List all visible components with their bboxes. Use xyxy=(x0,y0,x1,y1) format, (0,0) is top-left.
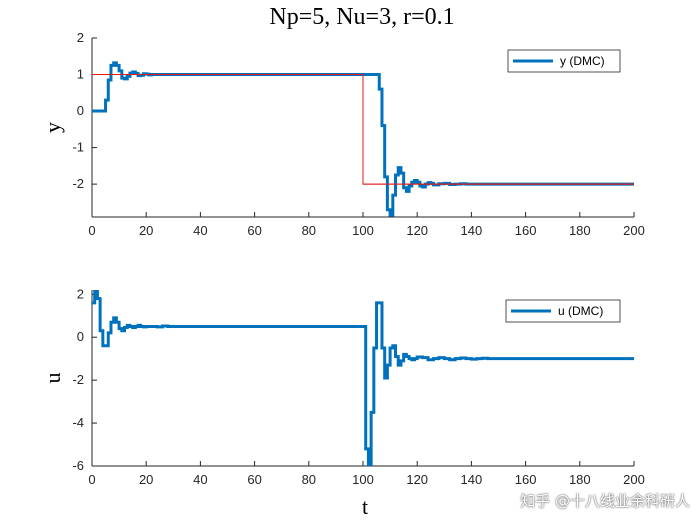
y-axis-label: u xyxy=(40,373,65,384)
series-line xyxy=(92,61,634,217)
x-tick-label: 20 xyxy=(139,223,153,238)
x-tick-label: 100 xyxy=(352,472,374,487)
legend-box xyxy=(507,49,621,73)
x-tick-label: 160 xyxy=(515,223,537,238)
x-tick-label: 180 xyxy=(569,472,591,487)
x-tick-label: 80 xyxy=(302,472,316,487)
x-tick-label: 40 xyxy=(193,223,207,238)
legend-box xyxy=(505,299,621,323)
x-tick-label: 80 xyxy=(302,223,316,238)
x-tick-label: 200 xyxy=(623,223,645,238)
legend: y (DMC) xyxy=(507,49,621,73)
y-tick-label: 2 xyxy=(77,30,84,45)
x-tick-label: 60 xyxy=(247,472,261,487)
reference-line-overlay xyxy=(92,74,634,185)
x-tick-label: 40 xyxy=(193,472,207,487)
y-tick-label: -6 xyxy=(72,458,84,473)
series-group xyxy=(92,61,634,217)
figure-title: Np=5, Nu=3, r=0.1 xyxy=(269,4,454,30)
y-tick-label: -2 xyxy=(72,176,84,191)
y-axis-label: y xyxy=(40,122,65,133)
y-tick-label: 2 xyxy=(77,286,84,301)
x-tick-label: 0 xyxy=(88,472,95,487)
x-tick-label: 140 xyxy=(461,472,483,487)
y-tick-label: -4 xyxy=(72,415,84,430)
legend-label: y (DMC) xyxy=(560,54,605,68)
watermark: 知乎 @十八线业余科研人 xyxy=(520,492,690,510)
x-tick-label: 200 xyxy=(623,472,645,487)
x-tick-label: 120 xyxy=(406,223,428,238)
top-subplot: 0 20 40 60 80 100 120 140 160 180 200 -2 -1 0 1 2 y y (DM… xyxy=(40,30,645,238)
series-line xyxy=(92,290,634,466)
x-tick-label: 60 xyxy=(247,223,261,238)
x-axis-label: t xyxy=(362,494,368,519)
x-tick-label: 0 xyxy=(88,223,95,238)
bottom-subplot: 0 20 40 60 80 100 120 140 160 180 200 -6 -4 -2 0 2 u t u (… xyxy=(40,286,645,519)
y-tick-label: -2 xyxy=(72,372,84,387)
y-tick-label: 0 xyxy=(77,103,84,118)
y-tick-label: 1 xyxy=(77,67,84,82)
legend-label: u (DMC) xyxy=(558,304,603,318)
x-tick-label: 100 xyxy=(352,223,374,238)
legend: u (DMC) xyxy=(505,299,621,323)
x-tick-label: 20 xyxy=(139,472,153,487)
x-tick-label: 180 xyxy=(569,223,591,238)
x-tick-label: 160 xyxy=(515,472,537,487)
x-tick-label: 120 xyxy=(406,472,428,487)
series-group xyxy=(92,290,634,466)
y-tick-label: 0 xyxy=(77,329,84,344)
x-tick-label: 140 xyxy=(461,223,483,238)
y-tick-label: -1 xyxy=(72,140,84,155)
